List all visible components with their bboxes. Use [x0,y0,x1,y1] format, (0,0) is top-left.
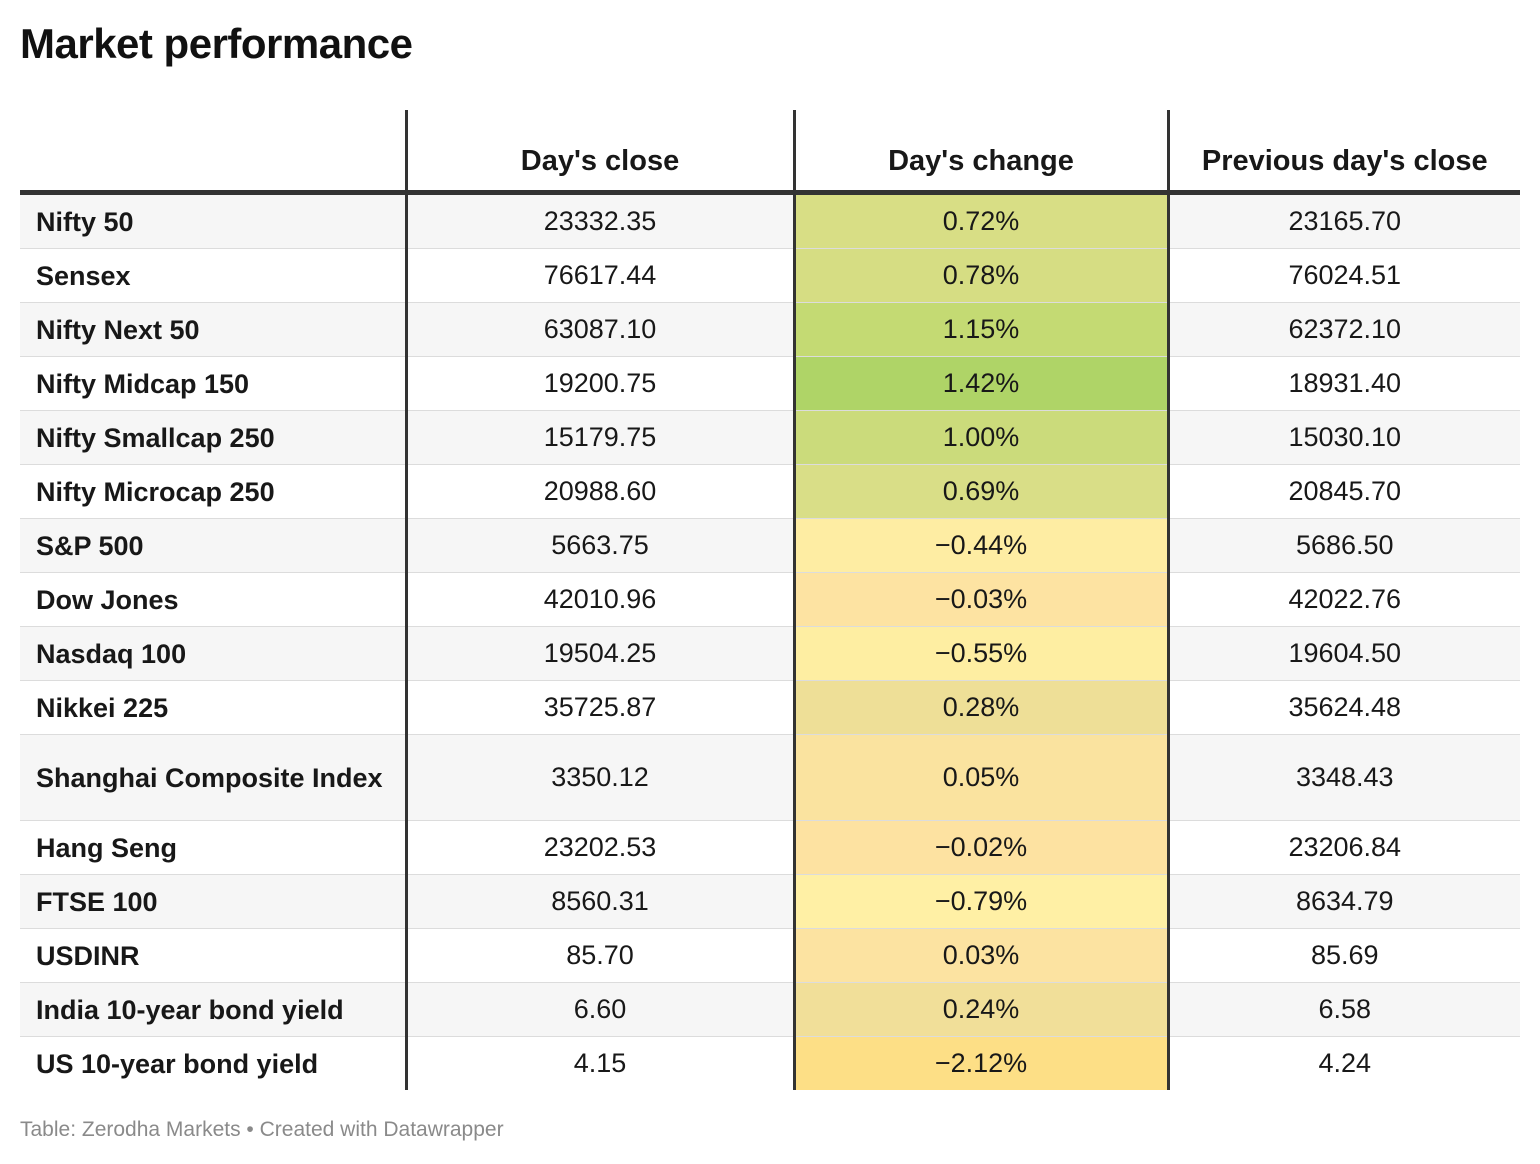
days-close-cell: 63087.10 [404,302,794,357]
days-change-cell: 0.28% [792,680,1168,735]
table-row: Nifty Midcap 150 19200.75 1.42% 18931.40 [20,356,1520,411]
table-row: Nikkei 225 35725.87 0.28% 35624.48 [20,680,1520,735]
table-row: FTSE 100 8560.31 −0.79% 8634.79 [20,874,1520,929]
days-close-cell: 15179.75 [404,410,794,465]
row-name-cell: US 10-year bond yield [20,1036,406,1090]
days-change-cell: 0.24% [792,982,1168,1037]
header-name [20,110,406,195]
previous-close-cell: 35624.48 [1166,680,1520,735]
previous-close-cell: 42022.76 [1166,572,1520,627]
days-close-cell: 8560.31 [404,874,794,929]
days-change-cell: 0.69% [792,464,1168,519]
table-row: Hang Seng 23202.53 −0.02% 23206.84 [20,820,1520,875]
previous-close-cell: 15030.10 [1166,410,1520,465]
days-close-cell: 19504.25 [404,626,794,681]
days-change-cell: −0.55% [792,626,1168,681]
previous-close-cell: 85.69 [1166,928,1520,983]
days-close-cell: 35725.87 [404,680,794,735]
row-name-cell: Dow Jones [20,572,406,627]
previous-close-cell: 20845.70 [1166,464,1520,519]
previous-close-cell: 18931.40 [1166,356,1520,411]
days-change-cell: 0.72% [792,192,1168,249]
row-name-cell: Nifty Microcap 250 [20,464,406,519]
table-row: USDINR 85.70 0.03% 85.69 [20,928,1520,983]
days-change-cell: −0.03% [792,572,1168,627]
previous-close-cell: 76024.51 [1166,248,1520,303]
table-row: Nifty 50 23332.35 0.72% 23165.70 [20,192,1520,249]
days-close-cell: 4.15 [404,1036,794,1090]
days-change-cell: 0.05% [792,734,1168,821]
table-row: Nifty Smallcap 250 15179.75 1.00% 15030.10 [20,410,1520,465]
days-close-cell: 6.60 [404,982,794,1037]
table-row: Nifty Next 50 63087.10 1.15% 62372.10 [20,302,1520,357]
row-name-cell: Nifty Midcap 150 [20,356,406,411]
row-name-cell: Nasdaq 100 [20,626,406,681]
row-name-cell: FTSE 100 [20,874,406,929]
days-change-cell: −0.02% [792,820,1168,875]
table-row: S&P 500 5663.75 −0.44% 5686.50 [20,518,1520,573]
previous-close-cell: 5686.50 [1166,518,1520,573]
market-table: Day's close Day's change Previous day's … [20,110,1520,1090]
row-name-cell: Nikkei 225 [20,680,406,735]
previous-close-cell: 23206.84 [1166,820,1520,875]
table-row: India 10-year bond yield 6.60 0.24% 6.58 [20,982,1520,1037]
days-close-cell: 23332.35 [404,192,794,249]
table-row: US 10-year bond yield 4.15 −2.12% 4.24 [20,1036,1520,1090]
previous-close-cell: 62372.10 [1166,302,1520,357]
days-close-cell: 76617.44 [404,248,794,303]
row-name-cell: Shanghai Composite Index [20,734,406,821]
row-name-cell: India 10-year bond yield [20,982,406,1037]
previous-close-cell: 6.58 [1166,982,1520,1037]
row-name-cell: Hang Seng [20,820,406,875]
chart-title: Market performance [20,20,413,67]
header-days-close: Day's close [404,110,794,195]
row-name-cell: Nifty Next 50 [20,302,406,357]
row-name-cell: S&P 500 [20,518,406,573]
days-close-cell: 3350.12 [404,734,794,821]
table-row: Nifty Microcap 250 20988.60 0.69% 20845.70 [20,464,1520,519]
row-name-cell: Sensex [20,248,406,303]
header-days-change: Day's change [792,110,1168,195]
header-previous-close: Previous day's close [1166,110,1520,195]
days-close-cell: 85.70 [404,928,794,983]
previous-close-cell: 4.24 [1166,1036,1520,1090]
days-close-cell: 19200.75 [404,356,794,411]
days-change-cell: 1.15% [792,302,1168,357]
row-name-cell: USDINR [20,928,406,983]
source-footer: Table: Zerodha Markets • Created with Da… [20,1118,504,1141]
days-change-cell: 1.00% [792,410,1168,465]
previous-close-cell: 3348.43 [1166,734,1520,821]
days-change-cell: 0.03% [792,928,1168,983]
days-change-cell: −0.44% [792,518,1168,573]
days-close-cell: 20988.60 [404,464,794,519]
table-body: Nifty 50 23332.35 0.72% 23165.70 Sensex 76617… [20,192,1520,1090]
days-close-cell: 42010.96 [404,572,794,627]
table-row: Sensex 76617.44 0.78% 76024.51 [20,248,1520,303]
previous-close-cell: 19604.50 [1166,626,1520,681]
days-change-cell: −2.12% [792,1036,1168,1090]
days-close-cell: 5663.75 [404,518,794,573]
table-row: Nasdaq 100 19504.25 −0.55% 19604.50 [20,626,1520,681]
header-row: Day's close Day's change Previous day's … [20,110,1520,195]
row-name-cell: Nifty Smallcap 250 [20,410,406,465]
days-change-cell: 0.78% [792,248,1168,303]
previous-close-cell: 23165.70 [1166,192,1520,249]
days-change-cell: 1.42% [792,356,1168,411]
days-change-cell: −0.79% [792,874,1168,929]
table-row: Dow Jones 42010.96 −0.03% 42022.76 [20,572,1520,627]
days-close-cell: 23202.53 [404,820,794,875]
row-name-cell: Nifty 50 [20,192,406,249]
table-row: Shanghai Composite Index 3350.12 0.05% 3348… [20,734,1520,821]
previous-close-cell: 8634.79 [1166,874,1520,929]
